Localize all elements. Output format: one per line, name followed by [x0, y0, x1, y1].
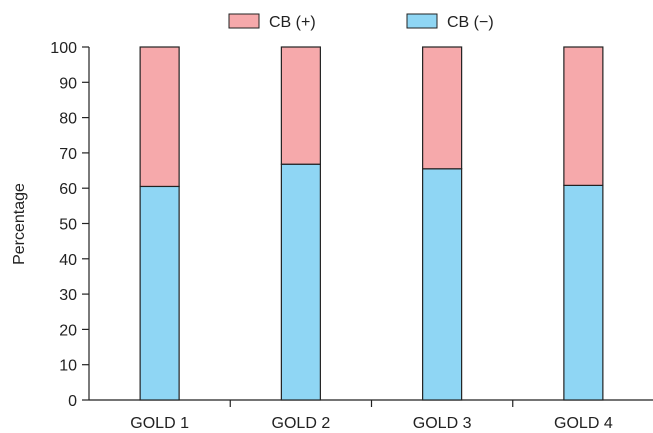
legend-label: CB (+)	[269, 14, 316, 31]
y-axis-title: Percentage	[11, 183, 28, 265]
y-tick-label: 40	[59, 252, 77, 269]
bar-segment-cb-positive	[139, 46, 180, 188]
bar-segment-cb-positive	[280, 46, 321, 165]
bar-segment-cb-negative	[280, 163, 321, 401]
y-axis: 0 10 20 30 40 50 60 70 80 90 100	[50, 40, 90, 410]
y-tick-label: 70	[59, 146, 77, 163]
x-tick-label: GOLD 4	[554, 415, 613, 432]
legend: CB (+) CB (−)	[228, 13, 494, 31]
y-tick-label: 60	[59, 181, 77, 198]
y-tick-label: 20	[59, 322, 77, 339]
legend-swatch	[228, 13, 260, 29]
bar-segment-cb-negative	[139, 185, 180, 401]
y-tick-label: 0	[68, 393, 77, 410]
y-tick-label: 100	[50, 40, 77, 57]
bar-segment-cb-positive	[422, 46, 463, 170]
y-tick-label: 10	[59, 358, 77, 375]
x-axis: GOLD 1 GOLD 2 GOLD 3 GOLD 4	[89, 399, 653, 432]
y-tick-label: 80	[59, 111, 77, 128]
y-tick-label: 90	[59, 75, 77, 92]
x-tick-label: GOLD 2	[272, 415, 331, 432]
bars	[139, 46, 604, 401]
legend-label: CB (−)	[447, 14, 494, 31]
y-tick-label: 50	[59, 217, 77, 234]
bar-segment-cb-negative	[563, 184, 604, 401]
x-tick-label: GOLD 3	[413, 415, 472, 432]
y-tick-label: 30	[59, 287, 77, 304]
x-tick-label: GOLD 1	[130, 415, 189, 432]
legend-swatch	[406, 13, 438, 29]
bar-segment-cb-positive	[563, 46, 604, 186]
bar-segment-cb-negative	[422, 168, 463, 401]
